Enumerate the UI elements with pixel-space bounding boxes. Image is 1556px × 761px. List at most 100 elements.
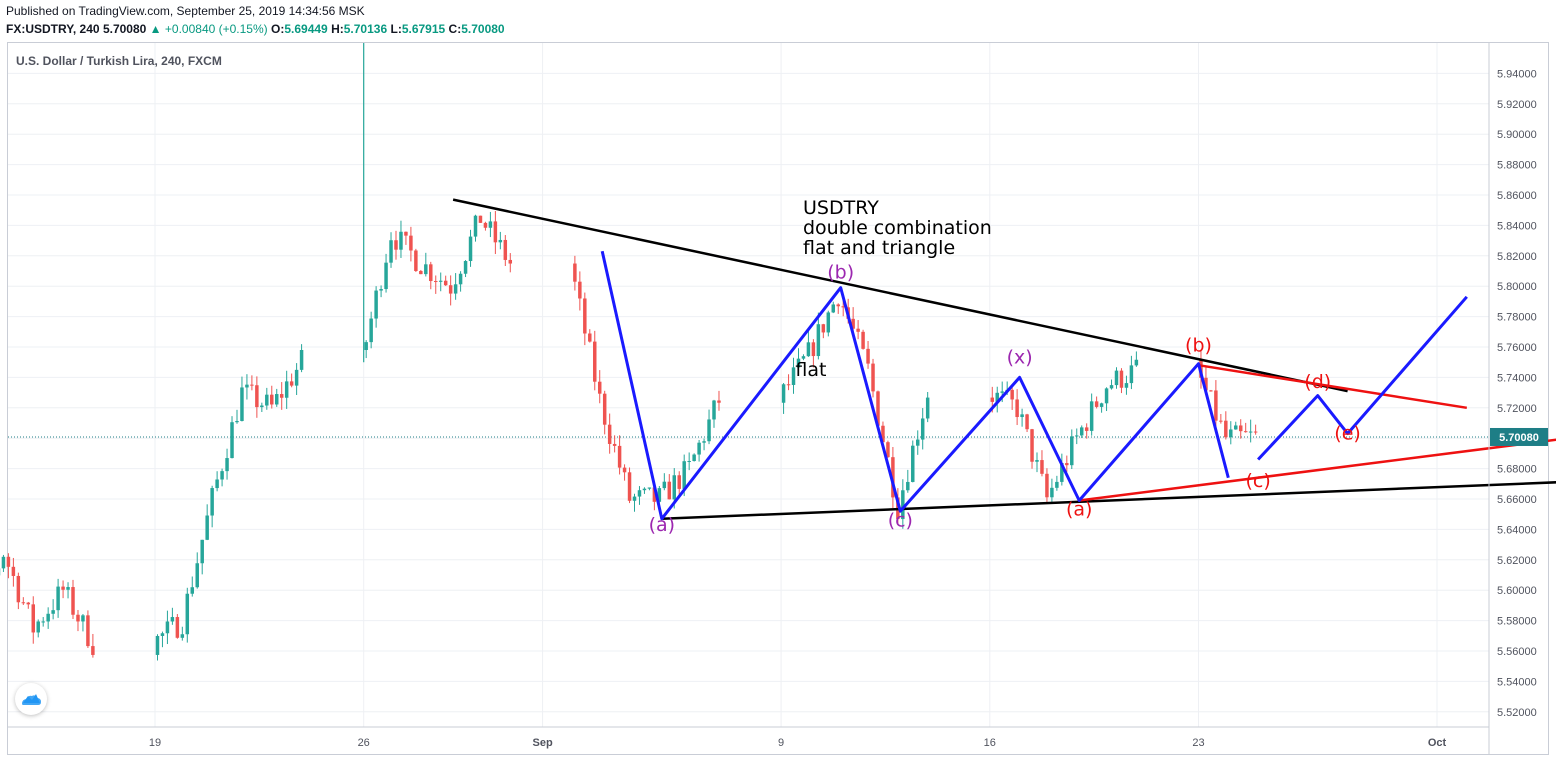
candle-body (493, 221, 498, 243)
symbol-ohlc-line: FX:USDTRY, 240 5.70080 ▲ +0.00840 (+0.15… (6, 22, 505, 36)
candle-body (791, 367, 796, 385)
candle-body (573, 263, 577, 282)
candle-body (56, 586, 60, 611)
wave-label: (d) (1304, 371, 1331, 393)
candle-body (46, 613, 50, 622)
candle-body (1030, 429, 1034, 462)
chart-title: U.S. Dollar / Turkish Lira, 240, FXCM (16, 54, 222, 68)
candle-body (687, 461, 691, 463)
candle-body (483, 222, 488, 228)
y-tick-label: 5.76000 (1497, 342, 1537, 354)
change-value: +0.00840 (+0.15%) (164, 22, 268, 36)
x-tick-label: 19 (149, 737, 161, 749)
y-tick-label: 5.86000 (1497, 190, 1537, 202)
y-tick-label: 5.80000 (1497, 281, 1537, 293)
candle-body (389, 240, 393, 263)
candle-body (682, 461, 686, 489)
candle-body (1000, 391, 1004, 393)
candle-body (404, 231, 408, 236)
close-label: C: (448, 22, 462, 36)
note-line-2: double combination (803, 217, 992, 239)
last-price-tag (1490, 427, 1548, 446)
candle-body (1035, 460, 1039, 462)
candle-body (781, 384, 786, 403)
x-tick-label: 16 (984, 737, 996, 749)
candle-body (498, 239, 503, 243)
candle-body (76, 614, 80, 622)
y-tick-label: 5.54000 (1497, 676, 1537, 688)
candle-body (642, 488, 647, 491)
candle-body (478, 215, 483, 223)
candle-body (294, 369, 299, 386)
candle-body (1055, 481, 1059, 488)
trendline-black (661, 481, 1556, 521)
candle-body (811, 342, 816, 357)
candle-body (409, 235, 413, 251)
wave-label: (c) (1245, 470, 1270, 492)
candle-body (51, 610, 55, 614)
tradingview-logo-icon[interactable] (15, 683, 47, 715)
candle-body (841, 306, 845, 308)
candle-body (71, 587, 75, 615)
candle-body (36, 621, 40, 633)
candle-body (612, 443, 617, 446)
candle-body (1129, 365, 1134, 384)
wave-label: (c) (888, 509, 913, 531)
candle-body (1025, 414, 1029, 430)
candle-body (424, 264, 428, 275)
candle-body (786, 384, 791, 386)
axes: 5.52000 5.54000 5.56000 5.58000 5.60000 5.620… (8, 43, 1548, 754)
candle-body (190, 587, 195, 594)
candle-body (677, 475, 681, 489)
candle-body (225, 458, 229, 472)
candle-body (210, 488, 214, 516)
candle-body (468, 236, 473, 262)
candle-body (399, 231, 403, 250)
candle-body (647, 487, 652, 489)
candle-body (1124, 383, 1129, 388)
candle-body (657, 488, 662, 502)
y-tick-label: 5.88000 (1497, 160, 1537, 172)
candle-body (379, 289, 383, 291)
wave-label: (e) (1334, 423, 1361, 445)
candle-body (583, 298, 587, 334)
candle-body (180, 634, 185, 638)
low-label: L: (390, 22, 402, 36)
candle-body (1134, 359, 1139, 366)
candle-body (200, 539, 204, 564)
candle-body (21, 602, 26, 604)
candle-body (374, 290, 378, 319)
candle-body (806, 342, 811, 357)
candle-body (717, 400, 721, 403)
candle-body (637, 490, 642, 497)
wave-label: (b) (1185, 335, 1212, 357)
y-tick-label: 5.74000 (1497, 372, 1537, 384)
x-tick-label: Sep (532, 737, 552, 749)
wave-label: (x) (1007, 347, 1033, 369)
candle-body (473, 215, 478, 237)
candle-body (925, 397, 930, 419)
candle-body (602, 393, 607, 425)
candle-body (81, 615, 85, 622)
candle-body (1020, 414, 1024, 418)
candle-body (508, 259, 513, 264)
candle-body (1119, 370, 1124, 388)
candle-body (1084, 427, 1089, 431)
candle-body (652, 487, 657, 502)
candle-body (593, 341, 597, 382)
published-line: Published on TradingView.com, September … (6, 4, 365, 18)
candle-body (1114, 370, 1119, 386)
candle-body (11, 566, 16, 576)
candle-body (175, 617, 180, 638)
candle-body (886, 442, 890, 458)
candle-body (26, 602, 31, 605)
y-tick-label: 5.82000 (1497, 251, 1537, 263)
wave-label: (a) (1066, 499, 1092, 521)
candle-body (364, 342, 368, 351)
candle-body (488, 221, 493, 228)
candle-body (453, 284, 458, 294)
wave-label: (b) (827, 262, 854, 284)
candle-body (260, 405, 264, 408)
y-tick-label: 5.78000 (1497, 312, 1537, 324)
